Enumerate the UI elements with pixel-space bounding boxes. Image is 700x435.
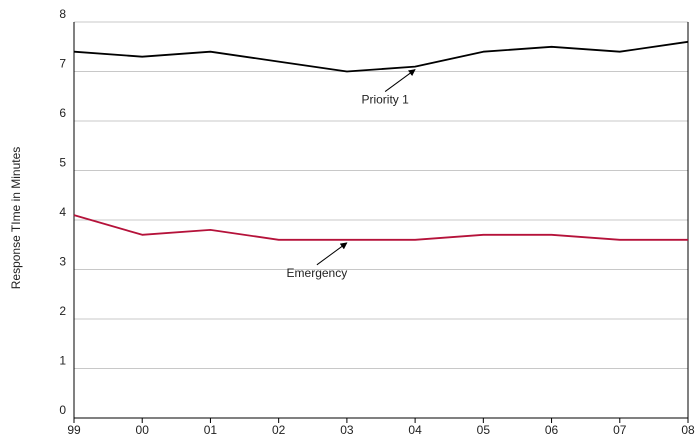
y-tick-label: 8 <box>59 7 66 21</box>
x-tick-label: 08 <box>681 423 695 435</box>
annotation-label: Emergency <box>287 266 348 280</box>
x-tick-label: 05 <box>477 423 491 435</box>
y-tick-label: 3 <box>59 255 66 269</box>
x-tick-label: 99 <box>67 423 81 435</box>
y-tick-label: 7 <box>59 57 66 71</box>
x-tick-label: 01 <box>204 423 218 435</box>
x-tick-label: 04 <box>408 423 422 435</box>
series-lines <box>73 40 689 241</box>
x-tick-label: 07 <box>613 423 627 435</box>
series-line-emergency <box>73 214 688 241</box>
y-tick-label: 2 <box>59 304 66 318</box>
x-tick-label: 02 <box>272 423 286 435</box>
y-tick-label: 1 <box>59 354 66 368</box>
y-tick-label: 5 <box>59 156 66 170</box>
y-axis-title: Response TIme in Minutes <box>9 147 23 290</box>
x-tick-label: 03 <box>340 423 354 435</box>
y-tick-label: 6 <box>59 106 66 120</box>
annotation-arrow <box>316 242 348 266</box>
annotation-label: Priority 1 <box>361 93 409 107</box>
x-tick-label: 06 <box>545 423 559 435</box>
annotation-arrow <box>384 69 416 92</box>
x-tick-label: 00 <box>136 423 150 435</box>
y-tick-label: 4 <box>59 205 66 219</box>
series-line-priority-1 <box>73 40 689 73</box>
annotations: Priority 1 Emergency <box>287 69 416 280</box>
gridlines <box>74 21 688 369</box>
y-tick-label: 0 <box>59 403 66 417</box>
